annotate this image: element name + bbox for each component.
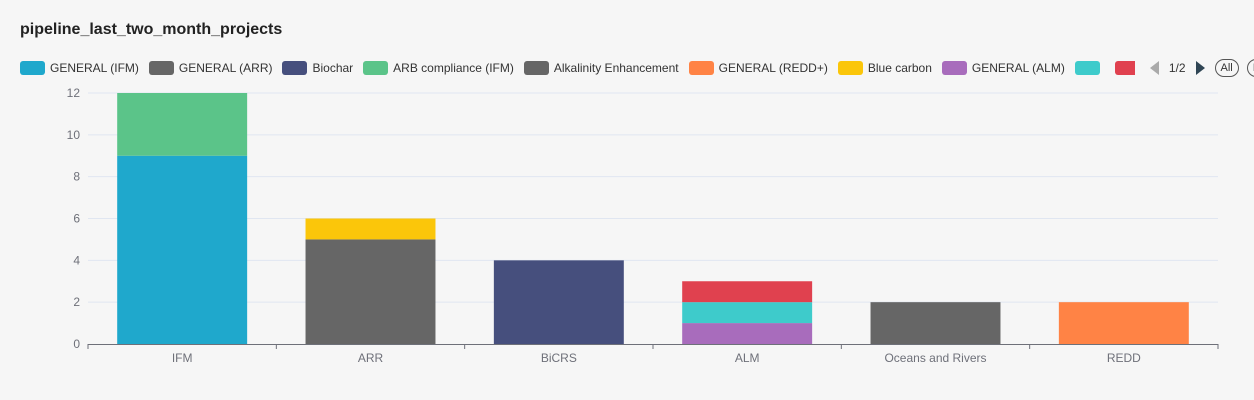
legend-item[interactable]: GENERAL (ALM) [941,61,1065,75]
legend-swatch [1114,61,1135,75]
legend-label: GENERAL (REDD+) [718,61,828,75]
legend-prev-page-icon[interactable] [1149,61,1159,75]
legend-swatch [282,61,308,75]
legend-swatch [148,61,174,75]
legend-item[interactable] [1074,61,1105,75]
legend-item[interactable]: GENERAL (ARR) [148,61,273,75]
x-tick-label: ARR [358,351,384,365]
y-tick-label: 4 [73,253,80,267]
x-tick-label: Oceans and Rivers [884,351,986,365]
legend-label: Alkalinity Enhancement [553,61,679,75]
legend-pager: 1/2AllInv [1149,59,1254,77]
legend-item[interactable]: Blue carbon [837,61,932,75]
bar[interactable] [682,281,813,303]
y-tick-label: 12 [67,86,81,100]
legend-item[interactable]: ARB compliance (IFM) [363,61,514,75]
legend-label: ARB compliance (IFM) [393,61,514,75]
legend-swatch [523,61,549,75]
legend-item[interactable]: Biochar [282,61,353,75]
x-tick-label: IFM [172,351,193,365]
legend-item[interactable]: Alkalinity Enhancement [523,61,679,75]
bar[interactable] [305,218,436,240]
legend-swatch [941,61,967,75]
y-tick-label: 6 [73,212,80,226]
legend-swatch [363,61,389,75]
x-tick-label: REDD [1107,351,1141,365]
select-all-button[interactable]: All [1214,59,1239,77]
x-tick-label: ALM [735,351,760,365]
bar[interactable] [305,239,436,344]
legend-label: GENERAL (IFM) [50,61,139,75]
legend-swatch [837,61,863,75]
legend-next-page-icon[interactable] [1195,61,1205,75]
bar[interactable] [682,302,813,324]
bar[interactable] [682,323,813,344]
bar[interactable] [117,155,248,344]
legend-item[interactable]: GENERAL (REDD+) [688,61,828,75]
bar[interactable] [870,302,1001,344]
y-tick-label: 8 [73,170,80,184]
legend-item[interactable]: GENERAL (IFM) [20,61,139,75]
legend-label: GENERAL (ARR) [178,61,273,75]
y-tick-label: 10 [67,128,81,142]
legend-label: Biochar [312,61,354,75]
legend-page-indicator: 1/2 [1168,61,1186,75]
legend-item[interactable] [1114,61,1140,75]
bar[interactable] [117,93,248,156]
legend-label: GENERAL (ALM) [971,61,1065,75]
bar[interactable] [493,260,624,344]
x-tick-label: BiCRS [541,351,577,365]
legend-label: Blue carbon [867,61,932,75]
chart-title: pipeline_last_two_month_projects [20,21,283,38]
y-tick-label: 2 [73,295,80,309]
legend-swatch [20,61,45,75]
legend-swatch [1074,61,1100,75]
bar[interactable] [1058,302,1189,344]
y-tick-label: 0 [73,337,80,351]
legend-swatch [688,61,714,75]
legend: GENERAL (IFM) GENERAL (ARR) Biochar ARB com… [20,58,1254,78]
